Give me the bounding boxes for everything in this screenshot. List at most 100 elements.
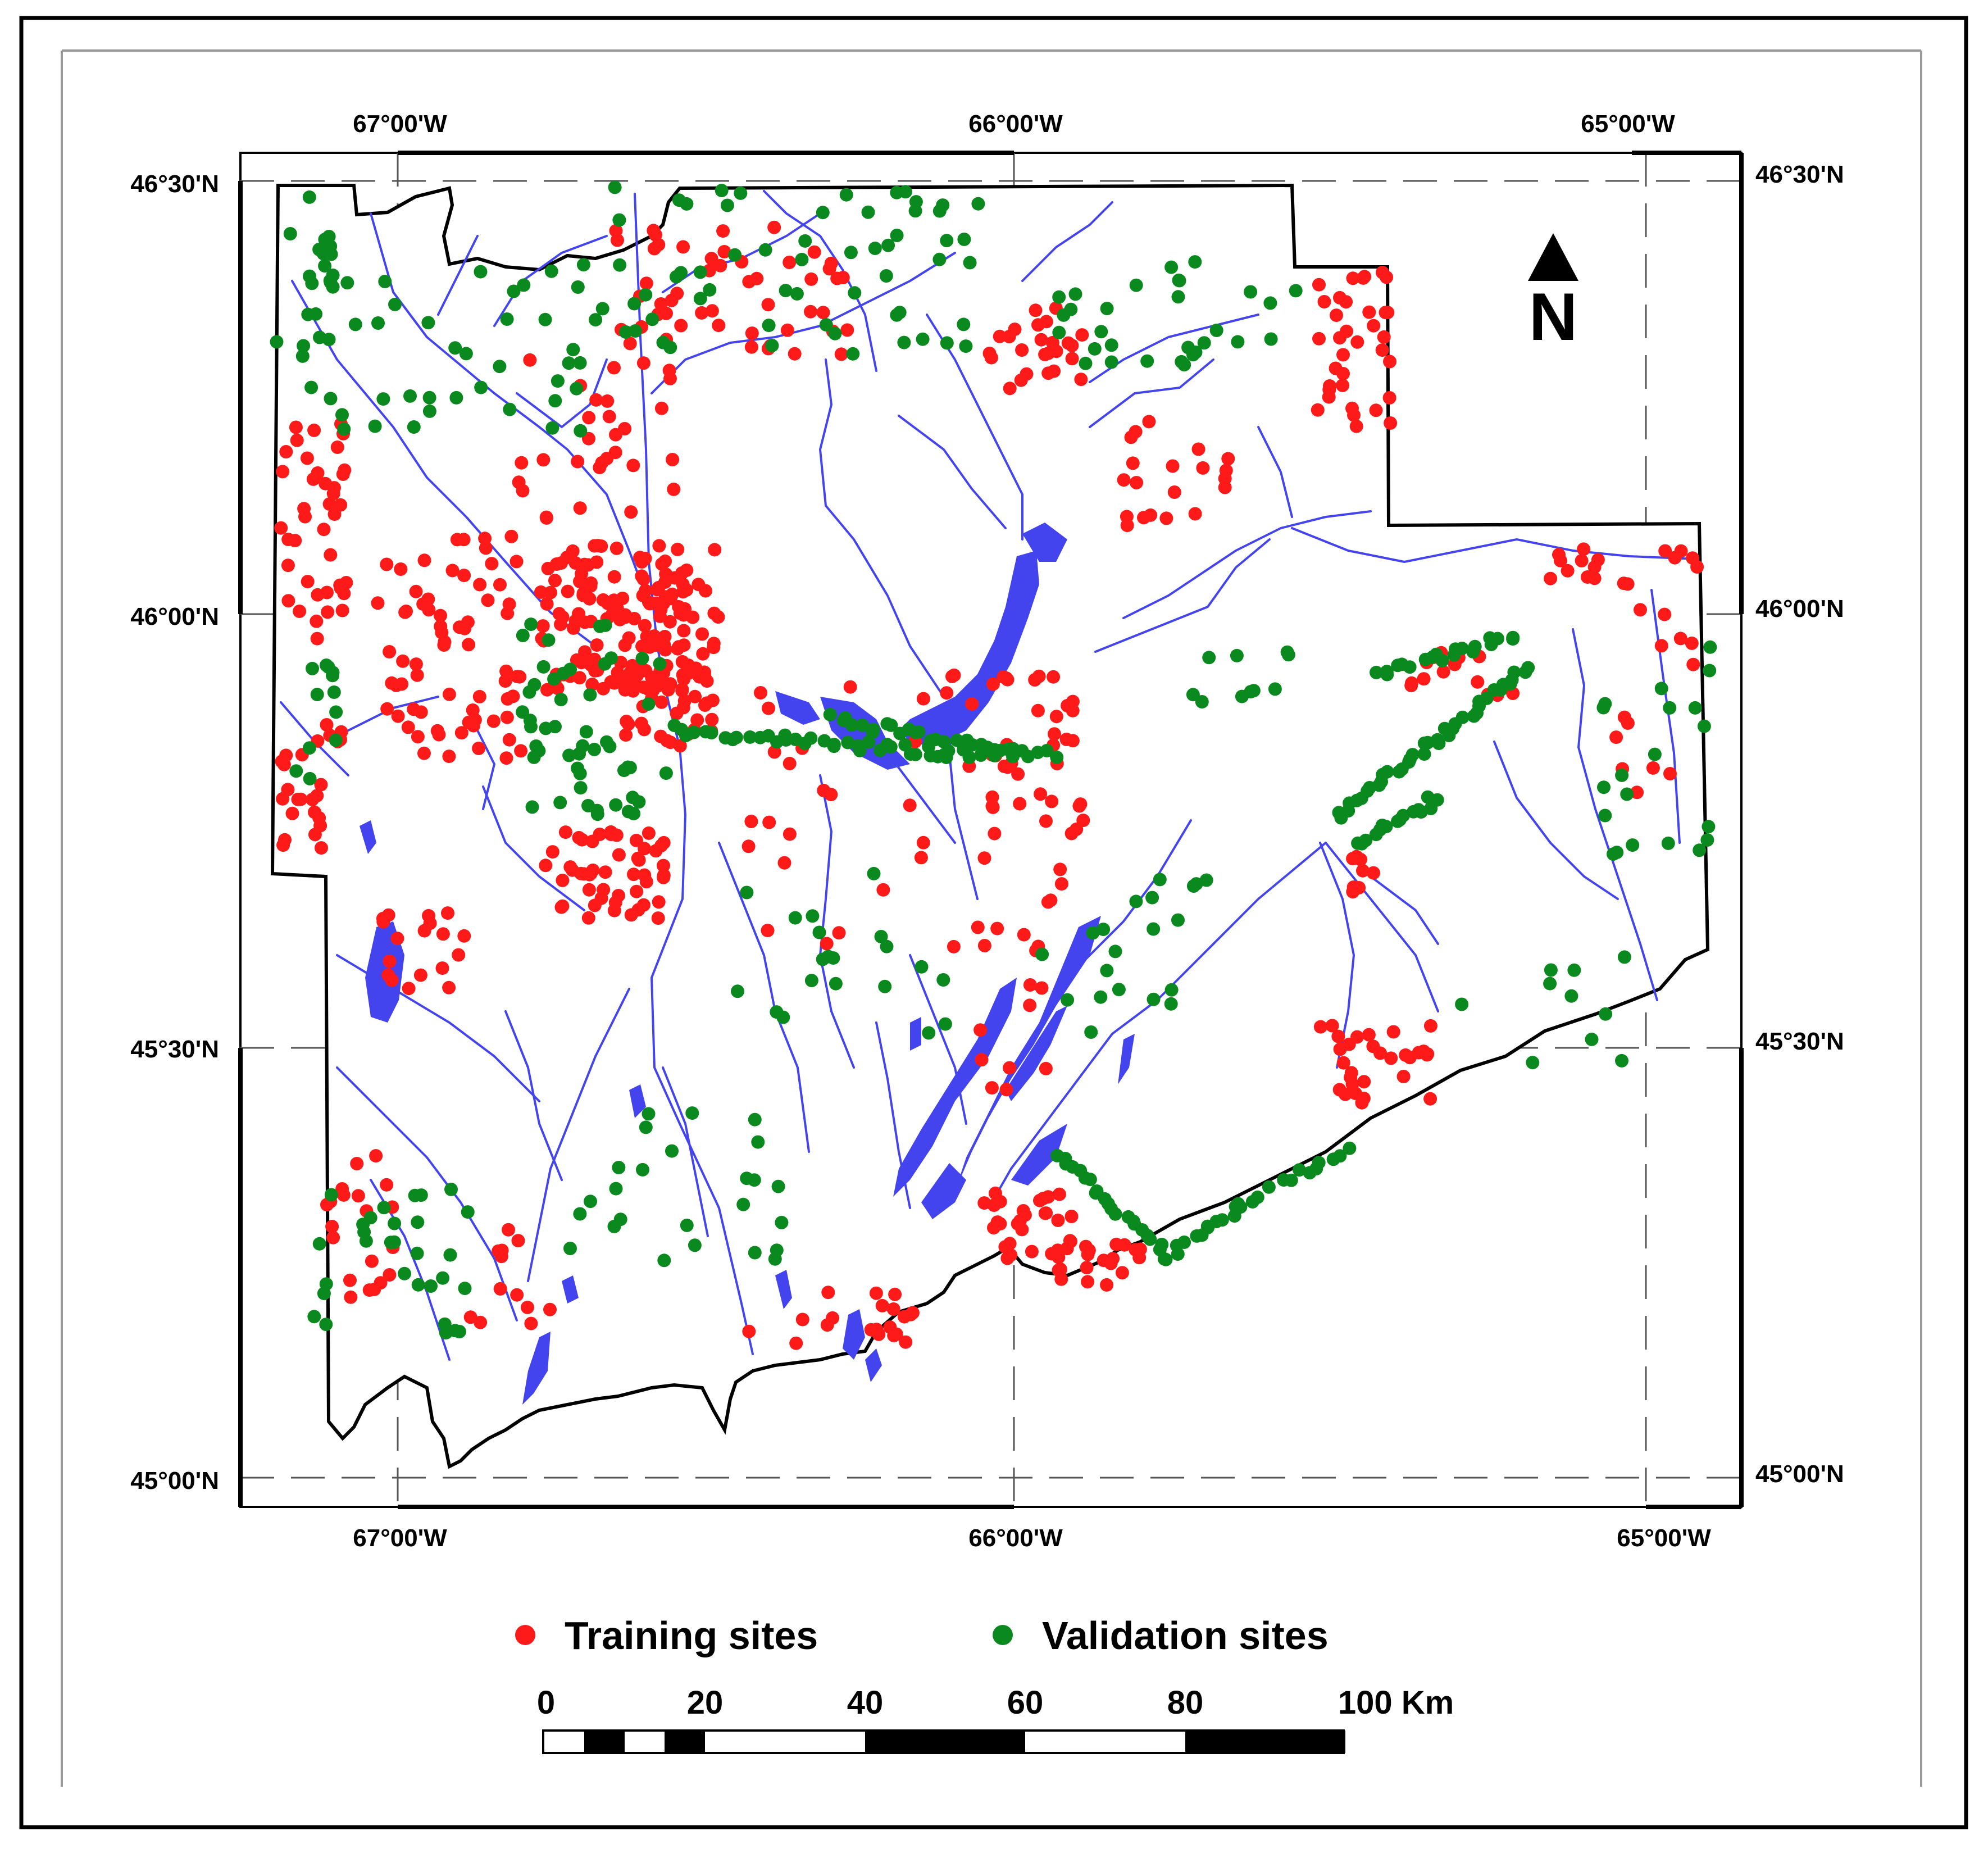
training-site-marker [479, 541, 493, 555]
validation-site-marker [1006, 742, 1020, 756]
validation-site-marker [827, 739, 841, 753]
validation-site-marker [545, 421, 559, 435]
validation-site-marker [751, 1135, 765, 1149]
training-site-marker [619, 728, 633, 742]
validation-site-marker [411, 1215, 425, 1229]
training-site-marker [1003, 1237, 1017, 1251]
training-site-marker [1634, 603, 1647, 617]
lat-label-left: 45°00'N [130, 1467, 219, 1495]
training-site-marker [511, 1234, 525, 1248]
validation-site-marker [507, 284, 521, 298]
training-site-marker [417, 924, 431, 938]
training-site-marker [1362, 1028, 1376, 1042]
validation-site-marker [1189, 877, 1203, 891]
validation-site-marker [324, 392, 338, 406]
validation-site-marker [310, 688, 324, 702]
validation-site-marker [881, 238, 895, 252]
training-site-marker [876, 883, 890, 897]
validation-site-marker [377, 1201, 391, 1215]
validation-site-marker [1175, 355, 1189, 369]
training-site-marker [410, 668, 424, 682]
training-site-marker [1080, 1261, 1094, 1275]
training-site-marker [1396, 1070, 1411, 1083]
training-site-marker [498, 674, 512, 688]
training-site-marker [795, 1312, 809, 1327]
training-site-marker [450, 533, 464, 547]
training-site-marker [582, 411, 596, 425]
validation-site-marker [1455, 710, 1470, 724]
training-site-marker [1375, 343, 1389, 357]
validation-site-marker [936, 973, 950, 987]
validation-site-marker [915, 960, 929, 974]
training-site-marker [1053, 862, 1067, 876]
training-site-marker [330, 440, 344, 454]
training-site-marker [836, 271, 850, 284]
training-site-marker [1025, 1245, 1039, 1259]
training-site-marker [325, 1220, 339, 1233]
validation-site-marker [1703, 640, 1717, 654]
validation-site-marker [603, 739, 617, 753]
validation-site-marker [574, 781, 588, 795]
validation-site-marker [1567, 963, 1581, 977]
training-site-marker [1130, 476, 1144, 489]
training-site-marker [807, 245, 821, 259]
validation-site-marker [329, 733, 343, 747]
validation-site-marker [1061, 993, 1075, 1007]
validation-site-marker [1312, 1156, 1326, 1170]
validation-site-marker [728, 248, 742, 262]
validation-site-marker [848, 286, 862, 300]
training-site-marker [639, 584, 652, 598]
training-site-marker [401, 720, 415, 734]
validation-site-marker [1088, 342, 1102, 356]
training-site-marker [437, 638, 451, 652]
validation-site-marker [642, 1107, 656, 1121]
validation-site-marker [1129, 894, 1143, 909]
training-site-marker [695, 627, 709, 641]
validation-site-marker [424, 1279, 438, 1293]
training-site-marker [618, 638, 632, 652]
training-site-marker [441, 906, 454, 920]
validation-site-marker [1620, 787, 1634, 801]
validation-site-marker [1244, 685, 1258, 699]
lat-label-left: 46°30'N [130, 170, 219, 198]
training-site-marker [607, 361, 621, 375]
training-site-marker [652, 580, 666, 594]
training-site-marker [899, 1335, 913, 1349]
training-site-marker [584, 576, 598, 590]
validation-site-marker [645, 312, 659, 326]
training-site-marker [761, 298, 775, 312]
validation-site-marker [538, 312, 552, 326]
training-site-marker [663, 677, 677, 691]
training-site-marker [886, 1302, 900, 1316]
training-site-marker [1159, 511, 1173, 525]
training-site-marker [279, 445, 293, 458]
validation-site-marker [1284, 1173, 1298, 1187]
validation-site-marker [1343, 1141, 1357, 1155]
validation-site-marker [1079, 356, 1093, 370]
training-site-marker [1029, 303, 1043, 317]
training-site-marker [832, 926, 846, 940]
validation-site-marker [1526, 1056, 1540, 1070]
validation-site-marker [680, 1218, 694, 1232]
training-site-marker [436, 927, 450, 941]
training-site-marker [695, 306, 709, 320]
training-site-marker [1423, 1019, 1437, 1033]
training-site-marker [1367, 866, 1380, 880]
training-site-marker [1028, 673, 1042, 687]
training-site-marker [383, 955, 397, 968]
training-site-marker [1049, 710, 1063, 724]
scale-label: 20 [687, 1684, 724, 1721]
validation-site-marker [1359, 833, 1373, 847]
validation-site-marker [516, 705, 530, 719]
training-site-marker [327, 507, 342, 521]
training-site-marker [1041, 366, 1056, 380]
training-site-marker [624, 505, 638, 519]
training-site-marker [698, 668, 711, 682]
validation-site-marker [551, 374, 565, 388]
training-site-marker [1082, 1243, 1096, 1257]
training-site-marker [999, 1083, 1013, 1097]
validation-site-marker [573, 1207, 587, 1221]
validation-site-marker [335, 408, 349, 422]
validation-site-marker [1230, 648, 1244, 662]
training-site-marker [1003, 382, 1017, 396]
